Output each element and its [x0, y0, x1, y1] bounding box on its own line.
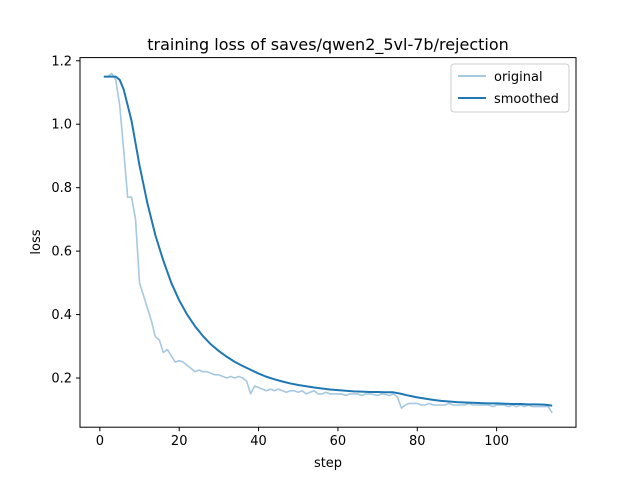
x-tick-label: 100 — [484, 434, 509, 449]
y-tick-label: 0.4 — [51, 308, 72, 323]
x-tick-label: 40 — [250, 434, 267, 449]
chart-title: training loss of saves/qwen2_5vl-7b/reje… — [147, 35, 509, 55]
x-tick-label: 60 — [330, 434, 347, 449]
y-axis-label: loss — [29, 229, 44, 254]
x-axis-label: step — [314, 456, 342, 471]
y-tick-label: 1.0 — [51, 118, 72, 133]
y-tick-label: 0.2 — [51, 372, 72, 387]
legend-label-smoothed: smoothed — [494, 92, 559, 107]
y-tick-label: 1.2 — [51, 54, 72, 69]
legend: original smoothed — [450, 63, 570, 113]
series-line-original — [103, 72, 553, 414]
y-tick-label: 0.8 — [51, 181, 72, 196]
plot-frame — [79, 57, 577, 428]
y-tick-label: 0.6 — [51, 245, 72, 260]
series-layer — [103, 72, 553, 414]
y-axis: 0.2 0.4 0.6 0.8 1.0 1.2 — [51, 54, 80, 387]
x-tick-label: 0 — [96, 434, 104, 449]
series-line-smoothed — [103, 75, 553, 407]
legend-label-original: original — [494, 70, 543, 85]
x-tick-label: 20 — [171, 434, 188, 449]
x-axis: 0 20 40 60 80 100 — [96, 427, 509, 449]
x-tick-label: 80 — [409, 434, 426, 449]
